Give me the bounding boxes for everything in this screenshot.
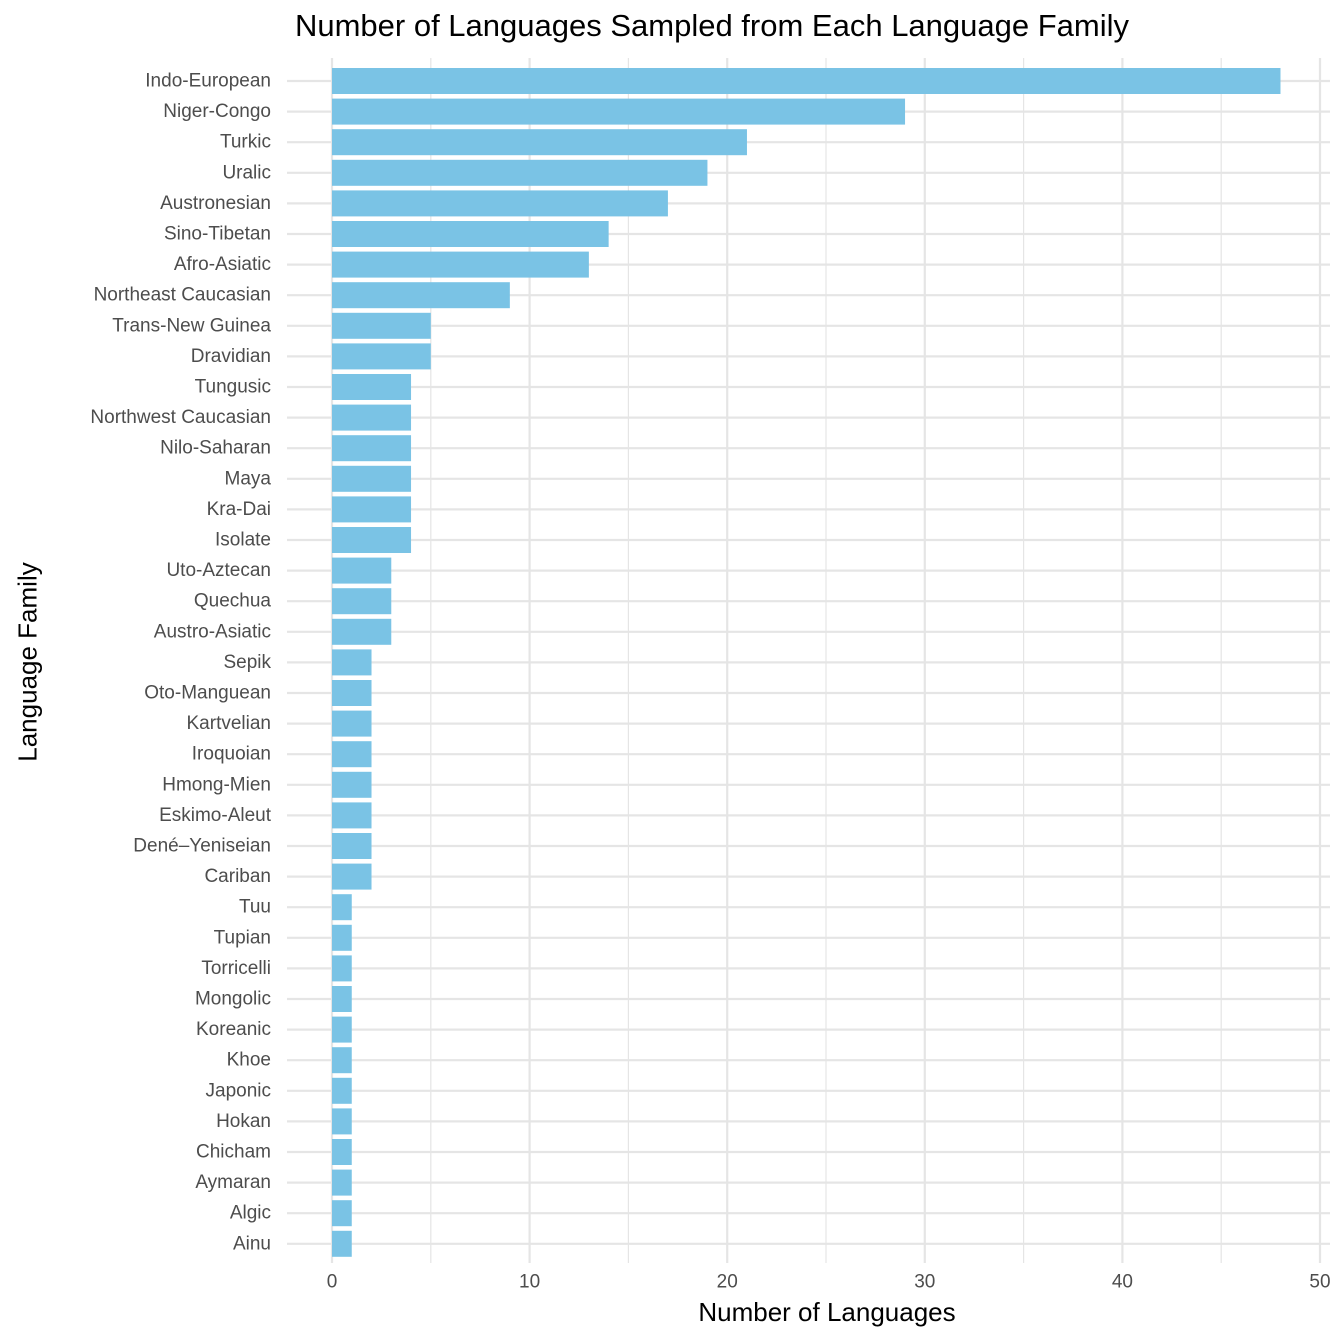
y-tick-label: Hmong-Mien xyxy=(162,774,271,795)
y-tick-label: Dené–Yeniseian xyxy=(133,836,271,857)
y-tick-label: Sino-Tibetan xyxy=(164,224,271,245)
y-tick-label: Iroquoian xyxy=(192,744,271,765)
x-tick-label: 30 xyxy=(914,1272,935,1293)
y-tick-label: Northeast Caucasian xyxy=(94,285,271,306)
bar-cariban xyxy=(332,863,372,890)
y-tick-label: Eskimo-Aleut xyxy=(159,805,272,826)
bar-afro-asiatic xyxy=(332,251,589,278)
bar-kra-dai xyxy=(332,496,412,523)
bar-eskimo-aleut xyxy=(332,802,372,829)
x-tick-label: 20 xyxy=(717,1272,738,1293)
y-tick-label: Nilo-Saharan xyxy=(160,438,271,459)
bar-kartvelian xyxy=(332,710,372,737)
x-tick-label: 40 xyxy=(1112,1272,1133,1293)
y-axis-title: Language Family xyxy=(12,562,43,762)
y-tick-label: Aymaran xyxy=(195,1172,271,1193)
y-tick-label: Trans-New Guinea xyxy=(112,315,271,336)
y-tick-label: Hokan xyxy=(216,1111,271,1132)
y-tick-label: Tupian xyxy=(214,927,271,948)
bar-northeast-caucasian xyxy=(332,282,510,309)
bar-chicham xyxy=(332,1139,352,1165)
y-tick-label: Kra-Dai xyxy=(207,499,271,520)
x-tick-label: 10 xyxy=(519,1272,540,1293)
y-tick-label: Torricelli xyxy=(201,958,271,979)
bar-tupian xyxy=(332,924,352,951)
x-tick-label: 0 xyxy=(327,1272,338,1293)
chart-title: Number of Languages Sampled from Each La… xyxy=(294,8,1130,43)
bar-turkic xyxy=(332,129,747,156)
y-tick-label: Northwest Caucasian xyxy=(90,407,271,428)
bar-koreanic xyxy=(332,1016,352,1043)
bar-austronesian xyxy=(332,190,668,217)
y-tick-label: Chicham xyxy=(196,1142,271,1163)
bar-sino-tibetan xyxy=(332,221,609,247)
bar-northwest-caucasian xyxy=(332,404,412,431)
bar-den-yeniseian xyxy=(332,833,372,859)
bar-khoe xyxy=(332,1047,352,1074)
y-tick-label: Uto-Aztecan xyxy=(166,560,271,581)
y-tick-label: Quechua xyxy=(194,591,272,612)
y-tick-label: Afro-Asiatic xyxy=(174,254,271,275)
bar-mongolic xyxy=(332,986,352,1012)
bar-austro-asiatic xyxy=(332,618,392,645)
bar-torricelli xyxy=(332,955,352,982)
bar-iroquoian xyxy=(332,741,372,768)
y-tick-label: Tuu xyxy=(239,897,271,918)
y-tick-label: Niger-Congo xyxy=(163,101,271,122)
bar-nilo-saharan xyxy=(332,435,412,462)
bar-aymaran xyxy=(332,1169,352,1196)
bar-hokan xyxy=(332,1108,352,1135)
bar-algic xyxy=(332,1200,352,1227)
bar-hmong-mien xyxy=(332,771,372,798)
y-tick-label: Algic xyxy=(230,1203,271,1224)
y-tick-label: Turkic xyxy=(220,132,271,153)
y-tick-label: Sepik xyxy=(223,652,271,673)
y-tick-label: Ainu xyxy=(233,1233,271,1254)
y-tick-label: Indo-European xyxy=(145,71,271,92)
bar-trans-new-guinea xyxy=(332,312,431,339)
y-tick-label: Maya xyxy=(225,468,272,489)
bar-isolate xyxy=(332,527,412,553)
y-tick-label: Mongolic xyxy=(195,989,271,1010)
y-tick-label: Oto-Manguean xyxy=(144,683,271,704)
bar-indo-european xyxy=(332,68,1281,94)
bar-tuu xyxy=(332,894,352,921)
bar-uralic xyxy=(332,159,708,186)
bar-sepik xyxy=(332,649,372,676)
y-tick-label: Uralic xyxy=(222,162,271,183)
x-tick-label: 50 xyxy=(1309,1272,1330,1293)
x-axis-title: Number of Languages xyxy=(698,1297,956,1327)
bar-oto-manguean xyxy=(332,680,372,706)
bar-dravidian xyxy=(332,343,431,370)
bar-uto-aztecan xyxy=(332,557,392,584)
y-tick-label: Khoe xyxy=(227,1050,271,1071)
y-tick-label: Japonic xyxy=(206,1080,272,1101)
bar-quechua xyxy=(332,588,392,615)
y-tick-label: Tungusic xyxy=(195,377,271,398)
bar-maya xyxy=(332,465,412,492)
y-tick-label: Kartvelian xyxy=(187,713,272,734)
y-tick-label: Austro-Asiatic xyxy=(154,621,271,642)
y-tick-label: Isolate xyxy=(215,530,271,551)
bar-japonic xyxy=(332,1077,352,1104)
y-tick-label: Koreanic xyxy=(196,1019,271,1040)
y-tick-label: Cariban xyxy=(204,866,271,887)
bar-niger-congo xyxy=(332,98,906,125)
bar-ainu xyxy=(332,1230,352,1257)
y-tick-label: Dravidian xyxy=(191,346,271,367)
y-tick-label: Austronesian xyxy=(160,193,271,214)
bar-tungusic xyxy=(332,374,412,400)
